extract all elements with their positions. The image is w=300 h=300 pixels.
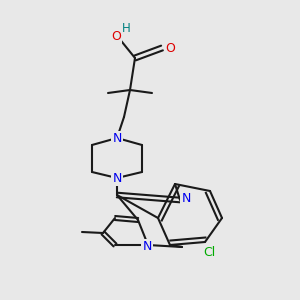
Text: N: N [112, 172, 122, 184]
Text: N: N [112, 131, 122, 145]
Text: O: O [165, 41, 175, 55]
Text: N: N [142, 239, 152, 253]
Text: H: H [122, 22, 130, 34]
Text: N: N [181, 193, 191, 206]
Text: Cl: Cl [203, 247, 215, 260]
Text: O: O [111, 29, 121, 43]
